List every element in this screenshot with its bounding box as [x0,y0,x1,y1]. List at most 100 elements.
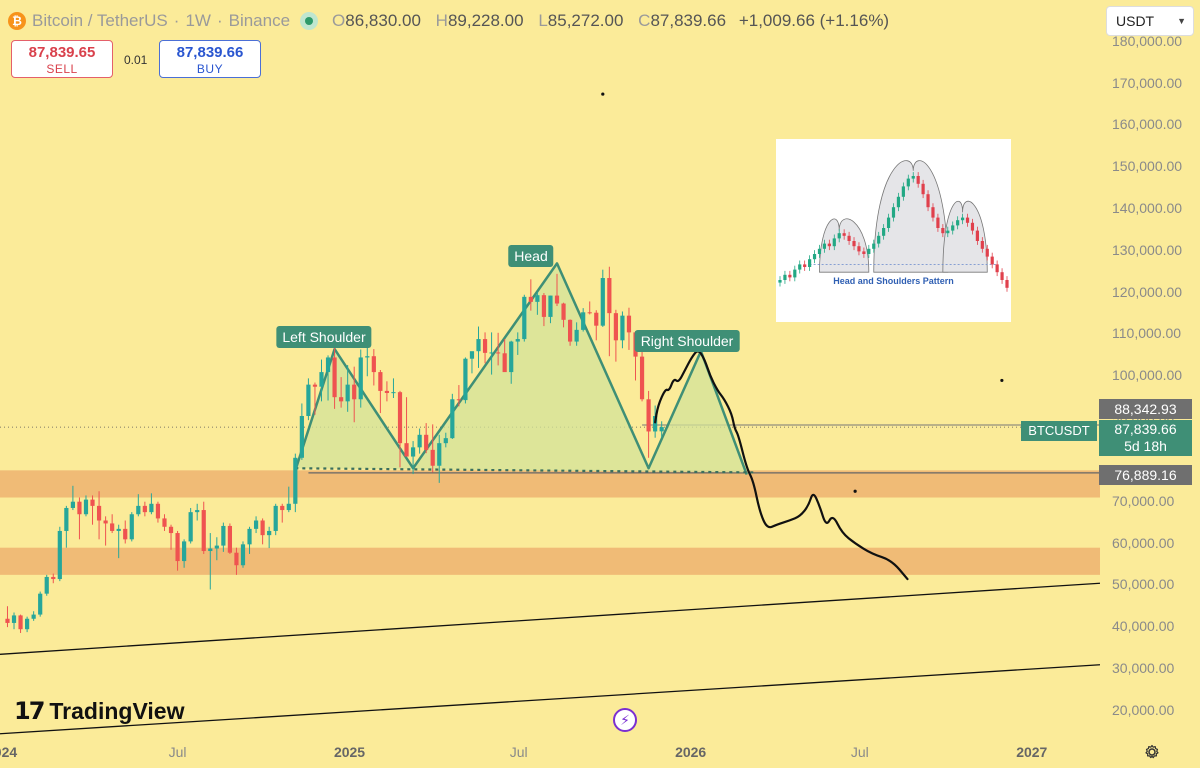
candle-body [136,505,141,515]
candle [18,614,23,633]
tradingview-logo[interactable]: 17 TradingView [14,697,184,725]
candle [620,311,625,349]
inset-candle-body [956,220,960,226]
candle-body [299,415,304,458]
exchange-label: Binance [228,11,291,30]
candle-body [430,449,435,466]
inset-candle-body [857,246,861,252]
candle-body [273,505,278,531]
currency-select[interactable]: USDT ▼ [1106,6,1194,36]
y-tick-label: 120,000.00 [1112,283,1183,300]
candle [391,378,396,399]
inset-candle-body [931,207,935,218]
candle [129,512,134,542]
candle-body [332,357,337,398]
interval-label[interactable]: 1W [185,11,211,30]
symbol-title[interactable]: Bitcoin / TetherUS [32,11,168,30]
candle [535,291,540,315]
candle [469,351,475,374]
candle [90,495,95,525]
candle [345,364,350,412]
ohlc-open-value: 86,830.00 [345,11,421,30]
inset-pattern-chart [778,160,1009,292]
candle [286,486,291,513]
candle [607,266,612,357]
candle [96,491,102,540]
candle [384,381,390,402]
candle-body [201,510,206,552]
candle-body [391,392,396,394]
candle-body [496,352,501,354]
candle [450,393,455,439]
marker-dot [601,92,605,96]
head-label: Head [508,245,554,267]
bolt-icon[interactable]: ⚡ [613,708,637,732]
candle-body [424,434,429,450]
x-tick-label: 2026 [675,744,707,760]
x-tick-label: 2027 [1016,744,1048,760]
inset-candle-body [965,217,970,223]
candle [417,428,422,454]
candle [554,273,560,307]
sell-button[interactable]: 87,839.65 SELL [11,40,113,78]
candle [561,302,566,328]
candle [142,501,147,517]
y-tick-label: 140,000.00 [1112,200,1183,217]
tradingview-wordmark: TradingView [49,697,185,724]
gear-icon[interactable] [1144,744,1160,760]
spread-value: 0.01 [124,53,148,67]
candle [574,322,579,346]
candle-body [11,615,17,623]
projection-line [654,350,909,581]
candle [476,326,481,368]
currency-value: USDT [1116,13,1155,29]
candle-body [319,372,324,387]
inset-candle-body [832,238,836,247]
buy-button[interactable]: 87,839.66 BUY [159,40,261,78]
candle-body [653,415,658,432]
y-tick-label: 130,000.00 [1112,241,1183,258]
candle-body [267,530,272,536]
candle-body [142,505,147,513]
inset-candle-body [872,243,876,249]
candle-body [312,384,318,387]
candle-body [90,499,95,506]
inset-candle-body [896,196,901,208]
candle [188,507,193,544]
x-tick-label: Jul [850,744,869,760]
candle-body [607,278,612,314]
candle-body [345,384,350,402]
candle-body [293,457,298,504]
candle [273,503,278,536]
inset-candle-body [1005,280,1009,288]
candle-body [123,528,128,540]
ohlc-open-key: O [332,11,346,30]
ohlc-high-key: H [435,11,448,30]
bitcoin-logo-icon: ₿ [8,12,26,30]
ohlc-close-value: 87,839.66 [650,11,727,30]
right-shoulder-label: Right Shoulder [634,330,740,352]
x-tick-label: 2025 [333,744,366,760]
marker-dot [853,489,857,493]
inset-candle-body [778,280,782,283]
candle [410,441,416,475]
candle-body [502,353,507,373]
y-tick-label: 150,000.00 [1112,158,1183,175]
candle-body [581,312,586,330]
candle [306,378,311,421]
candle-body [594,312,599,326]
candle [240,541,246,568]
candle-body [397,392,403,444]
candle-body [306,384,311,416]
candle [51,573,56,584]
separator: · [173,11,180,30]
candle [214,537,219,561]
live-price-countdown: 5d 18h [1124,438,1167,454]
y-tick-label: 70,000.00 [1112,492,1175,509]
marker-dots [601,92,1004,493]
live-price-tag: 87,839.66 5d 18h [1099,420,1192,456]
inset-candle-body [783,274,787,280]
candle-body [509,341,514,373]
candle-body [57,530,62,580]
